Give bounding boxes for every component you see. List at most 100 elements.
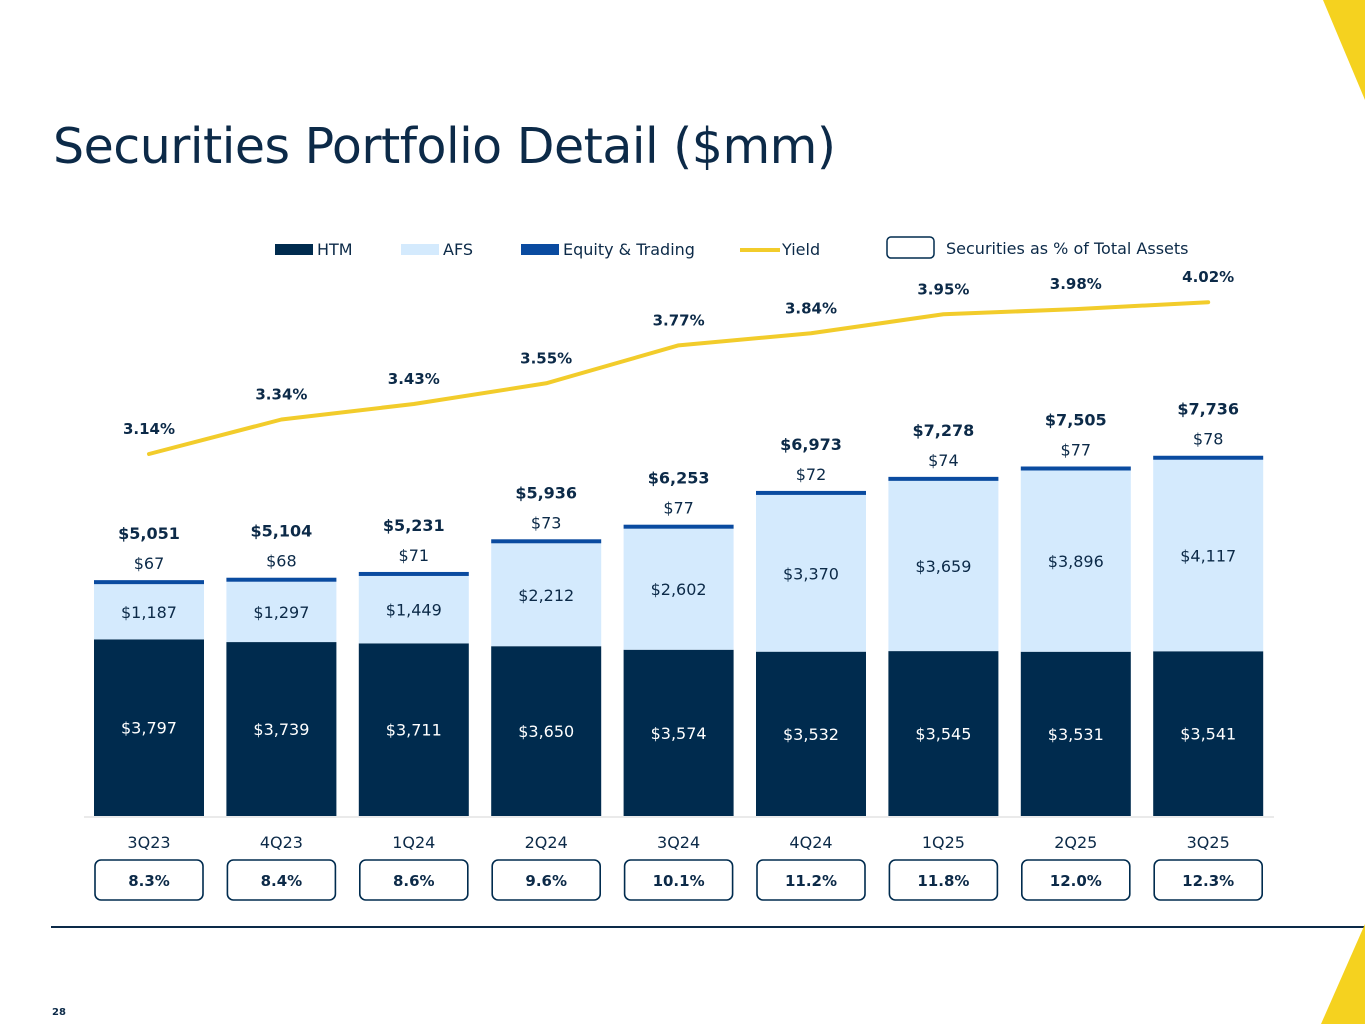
label-equity: $74 [928, 451, 959, 470]
legend-swatch-htm [275, 244, 313, 255]
bar-equity [623, 524, 734, 529]
label-total: $5,231 [383, 516, 445, 535]
pct-box [358, 859, 469, 901]
label-equity: $71 [399, 546, 430, 565]
yield-label: 3.98% [1050, 275, 1102, 293]
x-tick-label: 1Q25 [922, 833, 965, 852]
yield-line-group: 3.14% 3.34% 3.43% 3.55% 3.77% 3.84% 3.95% 3.98%… [123, 268, 1234, 456]
pct-box [226, 859, 337, 901]
bar-afs [1153, 459, 1264, 652]
label-equity: $72 [796, 465, 827, 484]
label-equity: $73 [531, 513, 562, 532]
pct-box [756, 859, 866, 901]
label-afs: $1,187 [121, 603, 177, 622]
bar-afs [226, 581, 337, 643]
bar-htm [888, 651, 999, 816]
x-tick-label: 3Q24 [657, 833, 700, 852]
label-total: $7,278 [913, 421, 975, 440]
legend-label-pct: Securities as % of Total Assets [946, 239, 1189, 258]
label-htm: $3,541 [1180, 725, 1236, 744]
label-afs: $4,117 [1180, 547, 1236, 566]
bar-equity [1153, 455, 1264, 460]
label-equity: $77 [1061, 440, 1092, 459]
pct-label: 12.0% [1050, 872, 1102, 890]
bar-afs [358, 575, 469, 644]
pct-box [888, 859, 999, 901]
x-tick-label: 2Q25 [1054, 833, 1097, 852]
bar-afs [94, 584, 204, 640]
legend-swatch-afs [401, 244, 439, 255]
pct-label: 12.3% [1182, 872, 1234, 890]
bar-equity [226, 577, 337, 582]
label-equity: $77 [663, 499, 694, 518]
bar-htm [491, 646, 602, 816]
x-tick-label: 3Q23 [127, 833, 170, 852]
bar-equity [491, 539, 602, 544]
bar-htm [623, 649, 734, 816]
x-axis: 3Q23 4Q23 1Q24 2Q24 3Q24 4Q24 1Q25 2Q25 3Q25 [84, 816, 1274, 852]
pct-box [1153, 859, 1263, 901]
pct-label: 8.3% [128, 872, 170, 890]
bar-afs [1020, 470, 1131, 652]
label-afs: $1,297 [253, 603, 309, 622]
pct-box [491, 859, 602, 901]
label-afs: $2,212 [518, 586, 574, 605]
label-htm: $3,711 [386, 721, 442, 740]
bar-equity [1020, 466, 1131, 471]
label-afs: $1,449 [386, 601, 442, 620]
bar-equity [888, 476, 999, 481]
label-equity: $78 [1193, 430, 1224, 449]
pct-box [623, 859, 734, 901]
bar-htm [756, 651, 866, 816]
bar-afs [888, 480, 999, 652]
label-equity: $68 [266, 552, 297, 571]
pct-label: 8.6% [393, 872, 435, 890]
footer-divider [51, 926, 1365, 928]
legend-swatch-pct [886, 236, 935, 259]
yield-label: 3.14% [123, 420, 175, 438]
label-afs: $3,370 [783, 564, 839, 583]
label-total: $7,505 [1045, 410, 1107, 429]
pct-label: 11.8% [917, 872, 969, 890]
label-total: $6,973 [780, 435, 842, 454]
bar-htm [94, 639, 204, 816]
label-total: $7,736 [1177, 400, 1239, 419]
yield-label: 3.95% [917, 280, 969, 298]
bar-htm [358, 643, 469, 816]
chart-legend: HTM AFS Equity & Trading Yield Securities as… [275, 236, 1189, 259]
label-total: $5,051 [118, 524, 180, 543]
pct-label: 10.1% [653, 872, 705, 890]
yield-label: 3.34% [255, 386, 307, 404]
bar-htm [1153, 651, 1264, 816]
bar-equity [358, 571, 469, 576]
x-tick-label: 2Q24 [525, 833, 568, 852]
yield-line [147, 300, 1211, 456]
label-total: $5,104 [251, 522, 313, 541]
legend-swatch-equity [521, 244, 559, 255]
x-tick-label: 4Q23 [260, 833, 303, 852]
legend-label-equity: Equity & Trading [563, 240, 695, 259]
bar-htm [226, 642, 337, 816]
bar-equity [94, 580, 204, 585]
label-equity: $67 [134, 554, 165, 573]
yield-label: 3.84% [785, 299, 837, 317]
label-total: $6,253 [648, 469, 710, 488]
label-afs: $2,602 [651, 580, 707, 599]
pct-box [94, 859, 204, 901]
pct-label: 11.2% [785, 872, 837, 890]
page-title: Securities Portfolio Detail ($mm) [53, 118, 836, 175]
yield-label: 3.43% [388, 370, 440, 388]
label-htm: $3,650 [518, 722, 574, 741]
label-htm: $3,531 [1048, 725, 1104, 744]
label-htm: $3,739 [253, 720, 309, 739]
pct-label: 9.6% [525, 872, 567, 890]
yield-label: 3.77% [653, 311, 705, 329]
legend-label-afs: AFS [443, 240, 473, 259]
label-htm: $3,797 [121, 719, 177, 738]
yield-label: 3.55% [520, 349, 572, 367]
x-tick-label: 4Q24 [789, 833, 832, 852]
bar-htm [1020, 651, 1131, 816]
legend-label-htm: HTM [317, 240, 353, 259]
x-tick-label: 1Q24 [392, 833, 435, 852]
